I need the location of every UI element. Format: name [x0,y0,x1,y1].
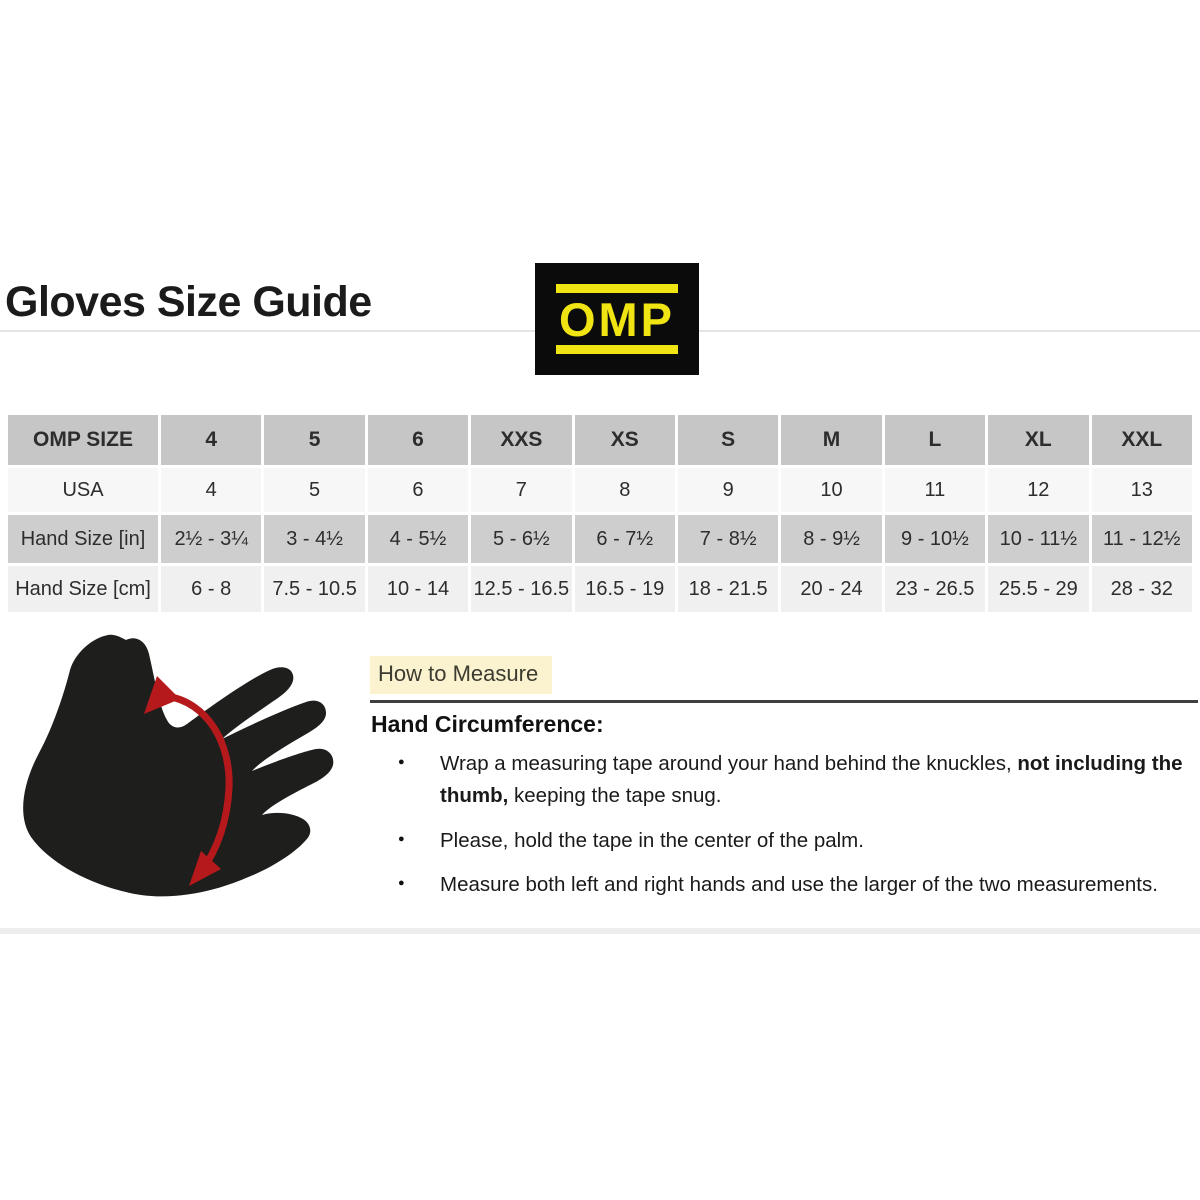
section-divider [370,700,1198,703]
table-header-cell: XS [574,415,675,465]
table-cell: 8 [574,468,675,512]
table-row-hand-size-cm: Hand Size [cm] 6 - 8 7.5 - 10.5 10 - 14 … [8,566,1192,612]
instruction-item: Wrap a measuring tape around your hand b… [370,748,1188,812]
table-row-usa: USA 4 5 6 7 8 9 10 11 12 13 [8,468,1192,512]
table-header-cell: 4 [161,415,262,465]
table-cell: 6 [367,468,469,512]
instruction-text-bold: not including the thumb, [440,752,1183,807]
table-row-hand-size-in: Hand Size [in] 2½ - 3¼ 3 - 4½ 4 - 5½ 5 -… [8,515,1192,563]
instruction-text: Measure both left and right hands and us… [440,873,1158,897]
hand-silhouette [23,634,334,897]
table-cell: 7.5 - 10.5 [264,566,365,612]
instruction-text: Wrap a measuring tape around your hand b… [440,752,1018,775]
table-cell: 10 [781,468,882,512]
table-cell: 5 [264,468,365,512]
table-cell: 7 [471,468,572,512]
instruction-item: Please, hold the tape in the center of t… [370,825,1188,857]
table-cell: 12.5 - 16.5 [471,566,572,612]
hand-measure-illustration [23,634,334,897]
logo-bar-top [556,284,678,293]
how-to-measure-heading: How to Measure [370,656,553,694]
table-cell: 4 - 5½ [367,515,469,563]
table-cell: 13 [1091,468,1192,512]
table-row-omp-size: OMP SIZE 4 5 6 XXS XS S M L XL XXL [8,415,1192,465]
table-cell: 4 [161,468,262,512]
table-cell: 25.5 - 29 [988,566,1089,612]
logo-text: OMP [558,293,676,346]
hand-circumference-heading: Hand Circumference: [371,711,604,737]
table-header-cell: M [781,415,882,465]
instruction-text: Please, hold the tape in the center of t… [440,828,864,852]
instruction-item: Measure both left and right hands and us… [370,869,1188,901]
measure-arrow-head-top [144,676,180,714]
logo-bar-bottom [556,345,678,354]
table-cell: 3 - 4½ [264,515,365,563]
table-header-cell: OMP SIZE [8,415,158,465]
row-label: USA [8,468,158,512]
table-cell: 9 - 10½ [884,515,986,563]
table-cell: 11 [884,468,986,512]
table-cell: 10 - 14 [367,566,469,612]
size-table: OMP SIZE 4 5 6 XXS XS S M L XL XXL USA 4… [5,412,1195,615]
table-cell: 5 - 6½ [471,515,572,563]
table-cell: 10 - 11½ [988,515,1089,563]
table-header-cell: L [884,415,986,465]
instruction-text: keeping the tape snug. [508,783,722,807]
table-header-cell: XXL [1091,415,1192,465]
bottom-divider [0,928,1200,934]
row-label: Hand Size [in] [8,515,158,563]
table-cell: 7 - 8½ [677,515,779,563]
table-cell: 2½ - 3¼ [161,515,262,563]
table-cell: 11 - 12½ [1091,515,1192,563]
table-cell: 23 - 26.5 [884,566,986,612]
table-cell: 12 [988,468,1089,512]
table-cell: 9 [677,468,779,512]
page-title: Gloves Size Guide [5,278,372,326]
table-header-cell: 5 [264,415,365,465]
table-header-cell: 6 [367,415,469,465]
table-header-cell: XXS [471,415,572,465]
row-label: Hand Size [cm] [8,566,158,612]
table-cell: 6 - 8 [161,566,262,612]
table-cell: 16.5 - 19 [574,566,675,612]
table-header-cell: XL [988,415,1089,465]
measure-arrow-head-bottom [189,851,221,886]
table-cell: 28 - 32 [1091,566,1192,612]
table-cell: 8 - 9½ [781,515,882,563]
table-header-cell: S [677,415,779,465]
measuring-instructions-list: Wrap a measuring tape around your hand b… [370,748,1188,914]
omp-logo: OMP [535,263,699,375]
measure-arrow-curve [162,692,233,876]
table-cell: 6 - 7½ [574,515,675,563]
table-cell: 20 - 24 [781,566,882,612]
table-cell: 18 - 21.5 [677,566,779,612]
